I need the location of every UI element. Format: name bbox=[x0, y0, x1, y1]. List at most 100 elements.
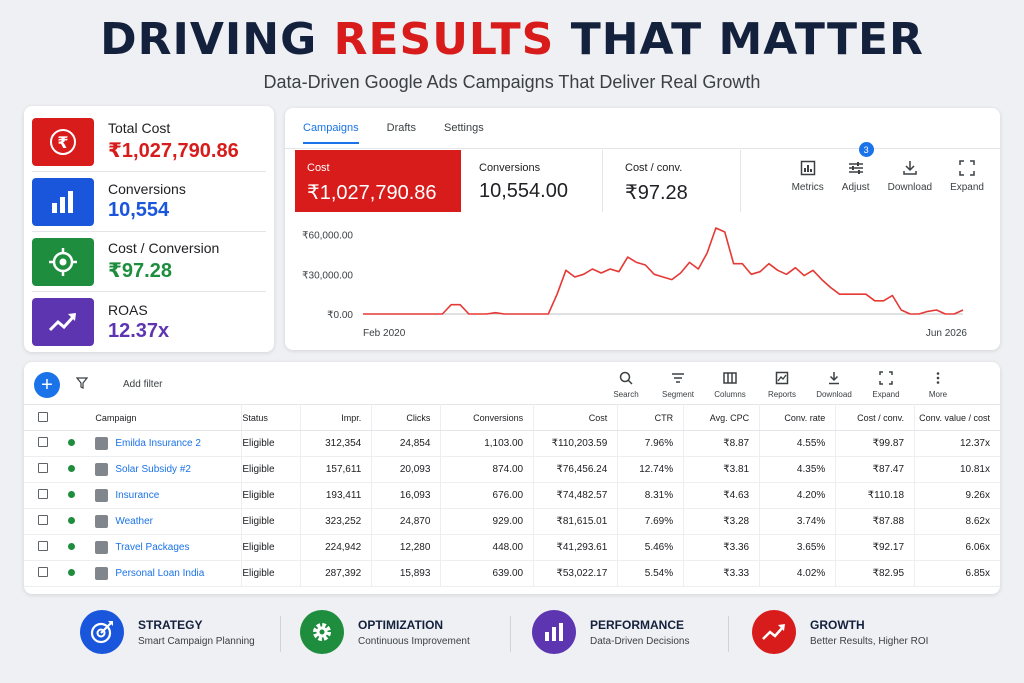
row-checkbox[interactable] bbox=[24, 534, 60, 561]
campaign-name-link[interactable]: Insurance bbox=[115, 490, 160, 501]
status-dot bbox=[59, 456, 90, 483]
tab-campaigns[interactable]: Campaigns bbox=[303, 122, 359, 144]
header-conv-rate[interactable]: Conv. rate bbox=[759, 404, 837, 431]
more-button[interactable]: More bbox=[912, 371, 964, 399]
table-cell: 9.26x bbox=[914, 482, 1000, 509]
table-row[interactable]: Solar Subsidy #2 Eligible 157,611 20,093 874… bbox=[24, 456, 1000, 483]
row-checkbox[interactable] bbox=[24, 508, 60, 535]
status-dot bbox=[59, 430, 90, 457]
tab-drafts[interactable]: Drafts bbox=[386, 122, 416, 134]
adjust-button[interactable]: 3 Adjust bbox=[842, 142, 874, 193]
table-row[interactable]: Emilda Insurance 2 Eligible 312,354 24,854 1… bbox=[24, 430, 1000, 457]
feature-optimization: OPTIMIZATION Continuous Improvement bbox=[300, 610, 470, 654]
table-cell: 448.00 bbox=[440, 534, 535, 561]
table-row[interactable]: Personal Loan India Eligible 287,392 15,893… bbox=[24, 560, 1000, 587]
feature-subtitle: Data-Driven Decisions bbox=[590, 635, 690, 647]
campaign-cell[interactable]: Travel Packages bbox=[89, 534, 243, 561]
add-filter-link[interactable]: Add filter bbox=[123, 379, 163, 390]
kpi-label: Cost / Conversion bbox=[108, 240, 220, 256]
reports-icon bbox=[775, 371, 789, 385]
table-download-button[interactable]: Download bbox=[808, 371, 860, 399]
tab-settings[interactable]: Settings bbox=[443, 122, 484, 134]
header-conv-value-cost[interactable]: Conv. value / cost bbox=[914, 404, 1000, 431]
download-icon bbox=[829, 372, 839, 385]
download-button[interactable]: Download bbox=[888, 160, 932, 193]
metric-cost[interactable]: Cost ₹1,027,790.86 bbox=[295, 150, 461, 212]
header-ctr[interactable]: CTR bbox=[617, 404, 685, 431]
table-cell: 224,942 bbox=[300, 534, 373, 561]
target-icon bbox=[32, 237, 94, 286]
metric-label: Cost / conv. bbox=[625, 162, 683, 174]
search-campaign-icon bbox=[95, 515, 109, 528]
header-status[interactable]: Status bbox=[241, 404, 301, 431]
header-campaign[interactable]: Campaign bbox=[89, 404, 243, 431]
hero-title-part1: DRIVING bbox=[100, 14, 334, 65]
header-clicks[interactable]: Clicks bbox=[371, 404, 442, 431]
row-checkbox[interactable] bbox=[24, 456, 60, 483]
header-cost-per-conv[interactable]: Cost / conv. bbox=[835, 404, 916, 431]
campaign-cell[interactable]: Personal Loan India bbox=[89, 560, 243, 587]
feature-title: STRATEGY bbox=[138, 617, 203, 632]
strategy-target-icon bbox=[80, 610, 124, 654]
bar-chart-icon bbox=[532, 610, 576, 654]
columns-icon bbox=[723, 372, 737, 384]
feature-subtitle: Better Results, Higher ROI bbox=[810, 635, 929, 647]
cost-series-line bbox=[363, 227, 964, 315]
table-row[interactable]: Weather Eligible 323,252 24,870 929.00 ₹81,61… bbox=[24, 508, 1000, 535]
table-cell: ₹82.95 bbox=[835, 560, 916, 587]
hero-title-accent: RESULTS bbox=[333, 14, 555, 65]
expand-button[interactable]: Expand bbox=[950, 160, 984, 193]
download-icon bbox=[903, 161, 917, 175]
add-campaign-button[interactable]: + bbox=[34, 372, 60, 398]
header-impr[interactable]: Impr. bbox=[300, 404, 373, 431]
kpi-value: ₹97.28 bbox=[108, 260, 172, 282]
kpi-value: ₹1,027,790.86 bbox=[108, 140, 239, 162]
row-checkbox[interactable] bbox=[24, 482, 60, 509]
campaign-name-link[interactable]: Personal Loan India bbox=[115, 568, 205, 579]
segment-button[interactable]: Segment bbox=[652, 371, 704, 399]
tool-label: Columns bbox=[714, 390, 746, 399]
table-cell: 1,103.00 bbox=[440, 430, 535, 457]
campaign-cell[interactable]: Insurance bbox=[89, 482, 243, 509]
search-campaign-icon bbox=[95, 437, 109, 450]
kpi-cost-conversion: Cost / Conversion ₹97.28 bbox=[32, 232, 266, 292]
metric-conversions[interactable]: Conversions 10,554.00 bbox=[467, 150, 603, 212]
campaign-name-link[interactable]: Solar Subsidy #2 bbox=[115, 464, 191, 475]
table-cell: 24,854 bbox=[371, 430, 442, 457]
status-cell: Eligible bbox=[241, 560, 301, 587]
row-checkbox[interactable] bbox=[24, 560, 60, 587]
metric-cost-per-conv[interactable]: Cost / conv. ₹97.28 bbox=[613, 150, 741, 212]
reports-button[interactable]: Reports bbox=[756, 371, 808, 399]
row-checkbox[interactable] bbox=[24, 430, 60, 457]
table-row[interactable]: Travel Packages Eligible 224,942 12,280 448.… bbox=[24, 534, 1000, 561]
search-campaign-icon bbox=[95, 541, 109, 554]
select-all-checkbox[interactable] bbox=[24, 404, 60, 431]
campaign-name-link[interactable]: Emilda Insurance 2 bbox=[115, 438, 201, 449]
divider bbox=[728, 616, 729, 652]
table-row[interactable]: Insurance Eligible 193,411 16,093 676.00 ₹74,… bbox=[24, 482, 1000, 509]
feature-strategy: STRATEGY Smart Campaign Planning bbox=[80, 610, 255, 654]
feature-title: OPTIMIZATION bbox=[358, 617, 444, 632]
adjust-icon bbox=[848, 162, 863, 174]
header-conversions[interactable]: Conversions bbox=[440, 404, 535, 431]
campaign-cell[interactable]: Weather bbox=[89, 508, 243, 535]
campaign-cell[interactable]: Solar Subsidy #2 bbox=[89, 456, 243, 483]
status-dot bbox=[59, 560, 90, 587]
feature-growth: GROWTH Better Results, Higher ROI bbox=[752, 610, 928, 654]
table-cell: 24,870 bbox=[371, 508, 442, 535]
campaign-name-link[interactable]: Weather bbox=[115, 516, 153, 527]
header-cost[interactable]: Cost bbox=[533, 404, 619, 431]
feature-performance: PERFORMANCE Data-Driven Decisions bbox=[532, 610, 689, 654]
columns-button[interactable]: Columns bbox=[704, 371, 756, 399]
table-expand-button[interactable]: Expand bbox=[860, 371, 912, 399]
filter-icon[interactable] bbox=[76, 377, 88, 389]
cost-line-chart: ₹60,000.00 ₹30,000.00 ₹0.00 Feb 2020 Jun 202… bbox=[302, 227, 967, 339]
table-cell: 10.81x bbox=[914, 456, 1000, 483]
campaign-name-link[interactable]: Travel Packages bbox=[115, 542, 190, 553]
metrics-button[interactable]: Metrics bbox=[792, 160, 824, 193]
table-cell: 12.37x bbox=[914, 430, 1000, 457]
campaign-cell[interactable]: Emilda Insurance 2 bbox=[89, 430, 243, 457]
search-button[interactable]: Search bbox=[600, 371, 652, 399]
kpi-conversions: Conversions 10,554 bbox=[32, 172, 266, 232]
header-avg-cpc[interactable]: Avg. CPC bbox=[683, 404, 761, 431]
